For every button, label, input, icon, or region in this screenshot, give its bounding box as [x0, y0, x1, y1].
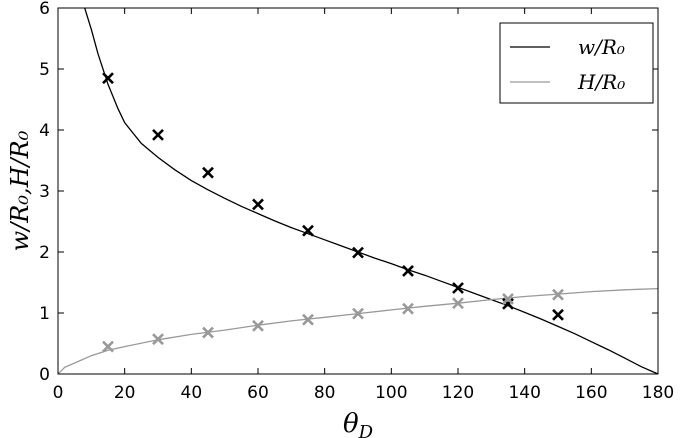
y-tick-label: 3	[39, 182, 50, 202]
legend-h-label: H/R₀	[577, 70, 625, 94]
legend-w-label: w/R₀	[578, 35, 625, 59]
y-tick-label: 6	[39, 0, 50, 19]
plot-area	[58, 8, 658, 374]
h-data-point	[552, 288, 564, 301]
x-tick-label: 80	[314, 383, 336, 403]
x-axis-label: θD	[343, 409, 374, 438]
x-tick-label: 120	[442, 383, 474, 403]
y-tick-label: 1	[39, 304, 50, 324]
x-axis: 0 20 40 60 80 100 120 140 160 180	[53, 8, 674, 403]
y-tick-label: 2	[39, 243, 50, 263]
y-tick-label: 0	[39, 365, 50, 385]
y-axis-label: w/R₀,H/R₀	[6, 130, 34, 251]
y-tick-label: 5	[39, 60, 50, 80]
h-data-point	[502, 293, 514, 305]
x-tick-label: 60	[247, 383, 269, 403]
x-tick-label: 40	[181, 383, 203, 403]
w-data-point	[402, 264, 414, 277]
x-tick-label: 140	[508, 383, 540, 403]
w-data-point	[152, 128, 164, 141]
w-data-point	[102, 72, 114, 85]
w-data-point	[252, 198, 264, 211]
w-data-point	[202, 166, 214, 179]
h-data-point	[252, 319, 264, 332]
y-axis: 0 1 2 3 4 5 6	[39, 0, 658, 385]
h-data-point	[102, 340, 114, 353]
x-tick-label: 20	[114, 383, 136, 403]
h-data-point	[452, 297, 464, 310]
legend-box	[499, 22, 654, 104]
w-data-point	[302, 224, 314, 237]
h-data-point	[402, 302, 414, 315]
x-axis-label-sub: D	[358, 422, 374, 438]
x-tick-label: 180	[642, 383, 674, 403]
h-data-point	[152, 333, 164, 346]
x-tick-label: 100	[375, 383, 407, 403]
h-data-point	[302, 313, 314, 326]
h-data-point	[352, 307, 364, 320]
markers	[102, 72, 564, 353]
w-data-point	[552, 308, 564, 321]
x-tick-label: 0	[53, 383, 64, 403]
w-curve	[84, 8, 658, 374]
legend: w/R₀ H/R₀	[499, 22, 654, 104]
w-data-point	[352, 246, 364, 259]
h-data-point	[202, 326, 214, 339]
y-tick-label: 4	[39, 121, 50, 141]
x-axis-label-main: θ	[343, 409, 359, 438]
w-data-point	[452, 282, 464, 294]
x-tick-label: 160	[575, 383, 607, 403]
